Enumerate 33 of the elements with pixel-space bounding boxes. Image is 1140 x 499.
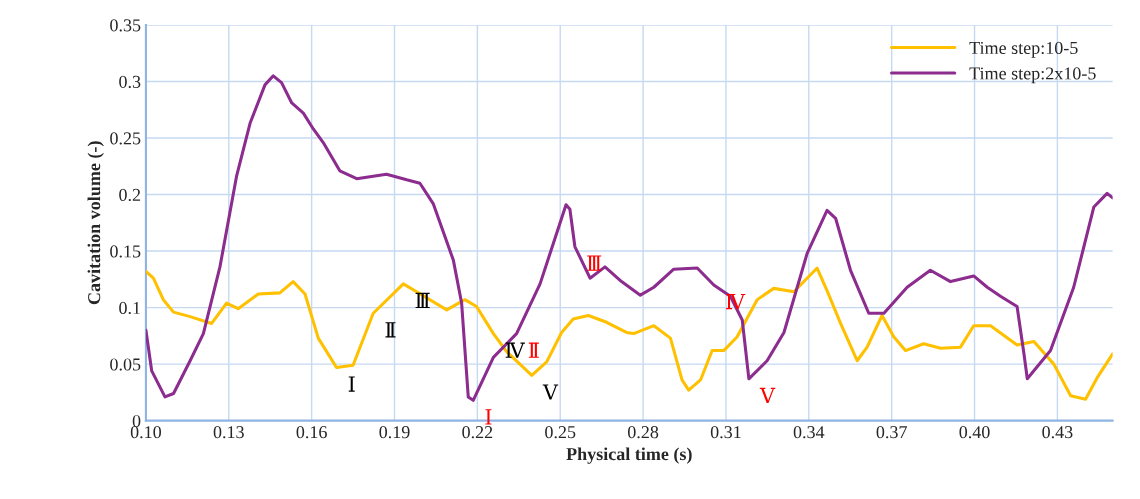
- x-tick-label: 0.31: [710, 426, 741, 439]
- annotation: Ⅳ: [505, 342, 525, 358]
- x-tick-label: 0.28: [627, 426, 659, 439]
- annotation: Ⅲ: [415, 292, 430, 309]
- annotation: Ⅴ: [542, 384, 559, 400]
- x-tick-label: 0.13: [213, 426, 244, 439]
- x-tick-label: 0.37: [876, 426, 907, 439]
- annotation: Ⅰ: [348, 376, 355, 392]
- x-tick-label: 0.25: [545, 426, 576, 439]
- y-tick-label: 0: [132, 414, 141, 428]
- y-tick-label: 0.15: [110, 245, 141, 258]
- annotation: Ⅱ: [385, 322, 396, 338]
- legend-label: Time step:2x10-5: [969, 67, 1096, 84]
- y-tick-label: 0.3: [119, 75, 141, 88]
- x-tick-label: 0.34: [793, 426, 825, 439]
- annotation: Ⅰ: [485, 409, 492, 425]
- x-tick-label: 0.22: [462, 426, 493, 439]
- y-tick-label: 0.2: [119, 188, 141, 202]
- x-axis-title: Physical time (s): [566, 447, 692, 464]
- x-tick-label: 0.43: [1042, 426, 1073, 439]
- x-tick-label: 0.10: [130, 426, 162, 439]
- x-tick-label: 0.40: [959, 426, 990, 439]
- y-tick-label: 0.05: [110, 358, 141, 371]
- y-axis-title: Cavitation volume (-): [87, 141, 104, 305]
- y-tick-label: 0.25: [110, 132, 141, 145]
- annotation: Ⅴ: [759, 387, 776, 403]
- y-tick-label: 0.35: [110, 19, 141, 32]
- legend-label: Time step:10-5: [969, 41, 1078, 58]
- x-tick-label: 0.19: [379, 426, 410, 439]
- annotation: Ⅲ: [587, 255, 602, 271]
- x-tick-label: 0.16: [296, 426, 327, 439]
- annotation: Ⅱ: [528, 342, 539, 358]
- y-tick-label: 0.1: [119, 301, 140, 315]
